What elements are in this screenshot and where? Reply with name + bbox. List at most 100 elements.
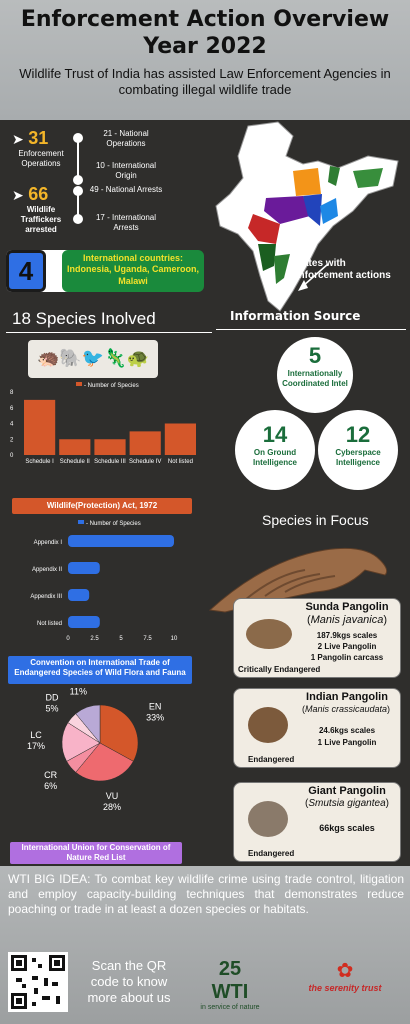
bar-schedule-iii <box>94 439 126 455</box>
flower-icon: ✿ <box>336 960 354 982</box>
pangolin-icon: 🦔 <box>36 348 60 368</box>
giant-pangolin-card: Giant Pangolin (Smutsia gigantea) 66kgs … <box>233 782 401 862</box>
header: Enforcement Action Overview Year 2022 Wil… <box>0 0 410 120</box>
state-west-bengal <box>328 166 340 186</box>
x-axis: Schedule I Schedule II Schedule III Schedul… <box>25 459 192 465</box>
species-icons-strip: 🦔🐘🐦🦎🐢 <box>28 340 158 378</box>
qr-code[interactable] <box>8 952 68 1012</box>
qr-caption: Scan the QR code to know more about us <box>87 958 171 1005</box>
status-badge: Endangered <box>248 755 295 764</box>
turtle-icon: 🐢 <box>126 348 150 368</box>
bar-not-listed <box>164 423 196 455</box>
wti-logo: 25 WTI in service of nature <box>200 958 260 1011</box>
chart-legend: - Number of Species <box>86 521 141 527</box>
traffickers-stat: ➤ 66 Wildlife Traffickers arrested <box>12 184 62 234</box>
lizard-icon: 🦎 <box>104 348 127 368</box>
y-axis: Appendix I Appendix II Appendix III Not lis… <box>30 540 62 627</box>
x-tick-label: 5 <box>119 636 123 642</box>
arrow-head-icon <box>298 280 308 291</box>
bar-appendix-ii <box>68 562 100 574</box>
state-uttar-pradesh <box>293 168 321 196</box>
slice-nt <box>75 704 101 744</box>
arrow-icon: ➤ <box>12 187 24 203</box>
divider <box>6 332 212 333</box>
bar-appendix-i <box>68 535 174 547</box>
state-chhattisgarh <box>303 194 322 226</box>
intel-circle: 5 Internationally Coordinated Intel <box>277 337 353 413</box>
state-karnataka <box>258 244 276 271</box>
sunda-pangolin-card: Sunda Pangolin (Manis javanica) 187.9kgs… <box>233 598 401 678</box>
slice-en <box>99 704 139 762</box>
sunda-pangolin-photo <box>246 619 292 649</box>
indian-pangolin-card: Indian Pangolin (Manis crassicaudata) 24… <box>233 688 401 768</box>
status-badge: Endangered <box>248 849 295 858</box>
pie-label-en: EN 33% <box>146 701 164 722</box>
national-arrests: 49 - National Arrests <box>89 185 163 194</box>
page-subtitle: Wildlife Trust of India has assisted Law… <box>19 66 391 97</box>
timeline-connector-2 <box>73 186 83 224</box>
y-tick-label: 4 <box>10 422 14 428</box>
pie-label-nt: NT11% <box>70 688 87 697</box>
iucn-ribbon: International Union for Conservation of … <box>10 842 182 864</box>
big-idea-text: WTI BIG IDEA: To combat key wildlife cri… <box>8 872 404 916</box>
cites-ribbon: Convention on International Trade of End… <box>8 656 192 684</box>
bar-schedule-i <box>24 399 56 455</box>
species-title: 18 Species Inolved <box>12 309 156 328</box>
y-tick-label: Appendix I <box>34 540 63 546</box>
cites-chart: - Number of Species Appendix I Appendix I… <box>30 520 178 642</box>
x-tick-label: 0 <box>66 636 70 642</box>
x-tick-label: Not listed <box>168 459 193 465</box>
giant-pangolin-photo <box>248 801 288 837</box>
bar-schedule-ii <box>59 439 91 455</box>
pie-label-cr: CR 6% <box>44 770 58 791</box>
x-tick-label: 7.5 <box>143 636 152 642</box>
y-tick-label: 2 <box>10 437 14 443</box>
x-tick-label: 10 <box>171 636 178 642</box>
countries-list-box: International countries: Indonesia, Ugan… <box>62 250 204 292</box>
x-tick-label: Schedule III <box>94 459 126 465</box>
elephant-icon: 🐘 <box>59 348 82 368</box>
map-caption: States with enforcement actions <box>293 258 391 281</box>
legend-swatch <box>78 520 84 524</box>
bars <box>68 535 174 628</box>
state-madhya-pradesh <box>264 196 310 224</box>
countries-count: 4 <box>6 250 46 292</box>
ground-circle: 14 On Ground Intelligence <box>235 410 315 490</box>
footer: WTI BIG IDEA: To combat key wildlife cri… <box>0 866 410 1024</box>
serenity-trust-logo: ✿ the serenity trust <box>290 958 400 993</box>
pie-label-vu: VU 28% <box>103 791 121 812</box>
timeline-connector-1 <box>73 133 83 185</box>
x-tick-label: Schedule IV <box>129 459 161 465</box>
y-tick-label: Appendix II <box>32 567 62 573</box>
state-tamil-nadu <box>274 254 290 284</box>
pie-label-lc: LC 17% <box>27 730 45 751</box>
y-tick-label: Not listed <box>37 621 62 627</box>
x-tick-label: Schedule I <box>25 459 54 465</box>
state-odisha <box>320 198 338 224</box>
status-badge: Critically Endangered <box>238 665 321 674</box>
chart-legend: - Number of Species <box>84 383 139 389</box>
bar-schedule-iv <box>129 431 161 455</box>
divider <box>216 329 406 330</box>
international-origin: 10 - International Origin <box>95 161 157 180</box>
x-axis: 0 2.5 5 7.5 10 <box>66 636 178 642</box>
slice-vu <box>75 742 134 782</box>
cyber-circle: 12 Cyberspace Intelligence <box>318 410 398 490</box>
y-axis: 0 2 4 6 8 <box>10 390 14 459</box>
bird-icon: 🐦 <box>81 348 105 368</box>
legend-swatch <box>76 382 82 386</box>
state-maharashtra <box>248 214 280 244</box>
india-map <box>215 121 399 312</box>
y-tick-label: 6 <box>10 406 14 412</box>
x-tick-label: 2.5 <box>90 636 99 642</box>
international-arrests: 17 - International Arrests <box>95 213 157 232</box>
arrow-icon: ➤ <box>12 131 24 147</box>
info-source-title: Information Source <box>230 309 361 323</box>
pie-label-dd: DD 5% <box>45 692 59 713</box>
enforcement-stat: ➤ 31 Enforcement Operations <box>12 128 64 168</box>
indian-pangolin-photo <box>248 707 288 743</box>
bar-not-listed <box>68 616 100 628</box>
